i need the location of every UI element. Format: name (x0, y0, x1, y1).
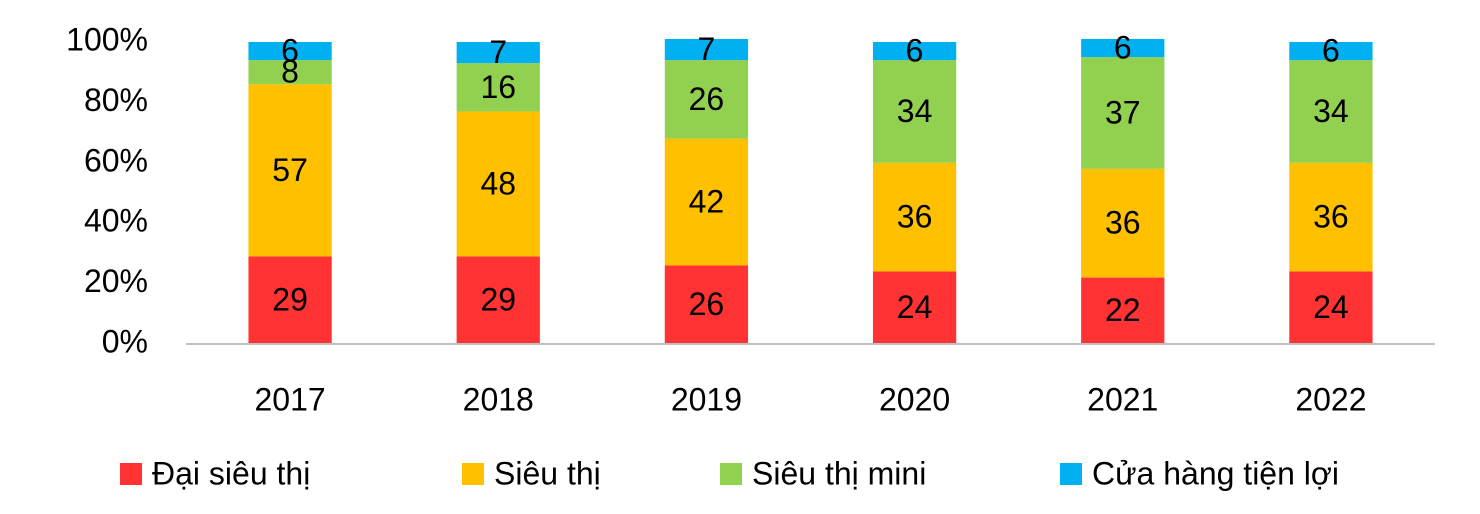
data-label: 16 (480, 69, 516, 105)
y-tick-label: 0% (102, 323, 148, 359)
bar-segment (1081, 277, 1165, 344)
data-label: 34 (897, 93, 933, 129)
legend-label: Đại siêu thị (152, 455, 310, 491)
bar-segment (1289, 162, 1373, 272)
y-tick-label: 80% (84, 82, 148, 118)
data-label: 22 (1105, 292, 1141, 328)
legend-label: Cửa hàng tiện lợi (1092, 455, 1339, 491)
data-label: 36 (1105, 205, 1141, 241)
x-tick-label: 2021 (1087, 381, 1158, 417)
x-tick-label: 2022 (1295, 381, 1366, 417)
data-label: 42 (689, 184, 725, 220)
data-label: 36 (1313, 199, 1349, 235)
bar-segment (456, 63, 540, 112)
data-label: 6 (281, 33, 299, 69)
legend-swatch (720, 463, 742, 485)
data-label: 7 (489, 34, 507, 70)
legend-label: Siêu thị mini (752, 455, 926, 491)
bar-segment (872, 42, 957, 61)
data-label: 37 (1105, 94, 1141, 130)
bar-segment (1289, 42, 1373, 61)
y-tick-label: 40% (84, 203, 148, 239)
bar-segment (1081, 168, 1165, 278)
data-label: 29 (272, 282, 308, 318)
data-label: 36 (897, 199, 933, 235)
bar-segment (872, 271, 957, 344)
data-label: 8 (281, 54, 299, 90)
bar-segment (456, 111, 540, 257)
bar-segment (1289, 60, 1373, 163)
x-tick-label: 2018 (463, 381, 534, 417)
data-label: 26 (689, 286, 725, 322)
data-label: 6 (1322, 33, 1340, 69)
data-label: 7 (698, 31, 716, 67)
data-label: 29 (480, 282, 516, 318)
legend-label: Siêu thị (494, 455, 601, 491)
data-label: 26 (689, 81, 725, 117)
bar-segment (872, 162, 957, 272)
bar-segment (248, 60, 332, 85)
bar-segment (456, 256, 540, 344)
bar-segment (1081, 38, 1165, 58)
bar-segment (664, 38, 749, 61)
y-tick-label: 20% (84, 263, 148, 299)
bar-segment (456, 42, 540, 64)
bar-segment (1289, 271, 1373, 344)
legend-swatch (120, 463, 142, 485)
legend-swatch (1060, 463, 1082, 485)
bar-segment (664, 265, 749, 344)
legend-swatch (462, 463, 484, 485)
bar-segment (664, 60, 749, 139)
y-tick-label: 100% (66, 21, 148, 57)
bar-segment (248, 42, 332, 61)
y-tick-label: 60% (84, 142, 148, 178)
data-label: 6 (906, 33, 924, 69)
bar-segment (872, 60, 957, 163)
data-label: 6 (1114, 29, 1132, 65)
x-tick-label: 2020 (879, 381, 950, 417)
bar-segment (248, 84, 332, 257)
data-label: 57 (272, 152, 308, 188)
data-label: 24 (1313, 289, 1349, 325)
data-label: 34 (1313, 93, 1349, 129)
data-label: 24 (897, 289, 933, 325)
x-tick-label: 2019 (671, 381, 742, 417)
bar-segment (248, 256, 332, 344)
bar-segment (664, 138, 749, 266)
bar-segment (1081, 57, 1165, 169)
x-tick-label: 2017 (254, 381, 325, 417)
data-label: 48 (480, 165, 516, 201)
